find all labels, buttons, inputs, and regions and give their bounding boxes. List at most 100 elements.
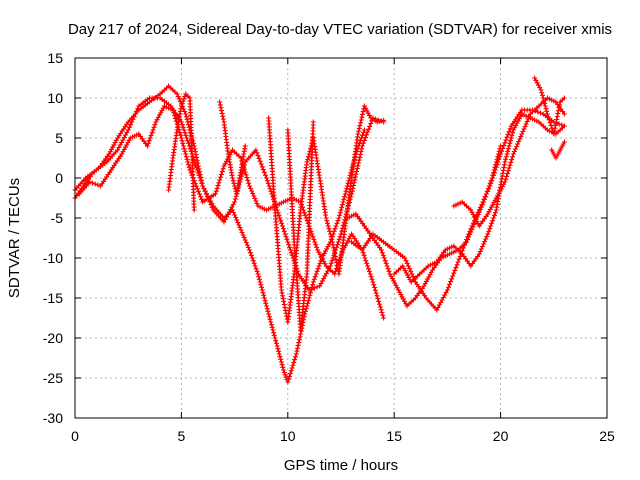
data-point-marker bbox=[495, 159, 501, 165]
data-point-marker bbox=[220, 166, 226, 172]
chart-title: Day 217 of 2024, Sidereal Day-to-day VTE… bbox=[68, 21, 612, 38]
data-point-marker bbox=[491, 172, 496, 178]
y-tick-label: 0 bbox=[55, 170, 63, 186]
data-point-marker bbox=[498, 151, 504, 157]
data-point-marker bbox=[538, 87, 544, 93]
data-point-marker bbox=[482, 194, 488, 200]
data-point-marker bbox=[203, 191, 209, 197]
data-point-marker bbox=[285, 379, 291, 385]
data-point-marker bbox=[331, 248, 337, 254]
data-point-marker bbox=[249, 188, 255, 194]
data-point-marker bbox=[336, 236, 342, 242]
data-point-marker bbox=[477, 249, 483, 254]
data-point-marker bbox=[192, 149, 198, 155]
data-series-6 bbox=[266, 103, 387, 325]
data-point-marker bbox=[448, 279, 454, 285]
data-point-marker bbox=[287, 244, 293, 250]
data-point-marker bbox=[502, 140, 508, 146]
data-point-marker bbox=[278, 287, 284, 293]
data-point-marker bbox=[503, 154, 509, 160]
data-point-marker bbox=[179, 101, 185, 107]
data-point-marker bbox=[485, 188, 491, 194]
data-point-marker bbox=[381, 117, 387, 123]
x-tick-label: 5 bbox=[178, 428, 186, 444]
data-point-marker bbox=[504, 134, 510, 140]
data-point-marker bbox=[506, 129, 512, 135]
data-point-marker bbox=[358, 149, 364, 155]
data-point-marker bbox=[379, 250, 385, 256]
y-tick-label: -30 bbox=[43, 410, 63, 426]
data-point-marker bbox=[510, 154, 515, 160]
data-point-marker bbox=[264, 306, 270, 312]
data-point-marker bbox=[131, 114, 137, 120]
data-point-marker bbox=[544, 108, 550, 114]
data-point-marker bbox=[90, 180, 96, 186]
data-point-marker bbox=[469, 223, 475, 229]
data-point-marker bbox=[517, 136, 523, 142]
data-point-marker bbox=[280, 223, 285, 229]
data-point-marker bbox=[364, 132, 369, 138]
data-point-marker bbox=[244, 175, 250, 181]
data-point-marker bbox=[216, 180, 222, 186]
data-point-marker bbox=[332, 251, 338, 257]
data-point-marker bbox=[242, 237, 248, 243]
data-point-marker bbox=[218, 171, 224, 177]
data-point-marker bbox=[490, 218, 496, 224]
data-point-marker bbox=[556, 105, 562, 111]
data-point-marker bbox=[247, 183, 252, 189]
data-point-marker bbox=[505, 148, 511, 154]
data-point-marker bbox=[508, 135, 514, 141]
data-point-marker bbox=[279, 290, 285, 296]
data-point-marker bbox=[278, 359, 284, 365]
data-point-marker bbox=[357, 154, 363, 160]
data-point-marker bbox=[376, 298, 382, 304]
data-point-marker bbox=[258, 161, 264, 167]
data-point-marker bbox=[281, 367, 286, 373]
data-point-marker bbox=[375, 296, 381, 302]
data-point-marker bbox=[181, 96, 187, 102]
y-tick-label: -20 bbox=[43, 330, 63, 346]
data-point-marker bbox=[236, 222, 242, 228]
data-point-marker bbox=[172, 113, 178, 119]
data-point-marker bbox=[502, 159, 508, 165]
data-point-marker bbox=[545, 114, 551, 120]
data-point-marker bbox=[404, 260, 410, 266]
data-point-marker bbox=[356, 157, 362, 163]
data-point-marker bbox=[310, 234, 316, 240]
data-point-marker bbox=[497, 154, 503, 160]
data-point-marker bbox=[197, 175, 203, 181]
data-point-marker bbox=[265, 180, 271, 186]
data-point-marker bbox=[290, 362, 296, 368]
data-point-marker bbox=[306, 287, 312, 293]
data-series-1 bbox=[72, 83, 367, 385]
data-point-marker bbox=[330, 239, 335, 245]
x-tick-label: 25 bbox=[599, 428, 615, 444]
data-point-marker bbox=[360, 111, 365, 117]
data-point-marker bbox=[483, 191, 489, 197]
data-point-marker bbox=[281, 228, 287, 234]
data-point-marker bbox=[200, 183, 206, 189]
data-point-marker bbox=[231, 210, 236, 215]
data-point-marker bbox=[463, 239, 468, 245]
data-point-marker bbox=[280, 364, 286, 370]
data-point-marker bbox=[409, 271, 415, 277]
data-point-marker bbox=[337, 234, 343, 240]
data-point-marker bbox=[484, 234, 490, 239]
data-point-marker bbox=[356, 125, 362, 131]
data-point-marker bbox=[507, 162, 513, 168]
data-point-marker bbox=[259, 284, 265, 290]
data-point-marker bbox=[363, 258, 369, 264]
data-point-marker bbox=[235, 220, 241, 225]
data-point-marker bbox=[327, 231, 333, 237]
data-point-marker bbox=[307, 292, 313, 298]
data-point-marker bbox=[340, 199, 346, 205]
data-point-marker bbox=[363, 135, 368, 141]
data-point-marker bbox=[366, 266, 371, 272]
data-point-marker bbox=[326, 226, 332, 232]
data-point-marker bbox=[453, 265, 459, 271]
data-point-marker bbox=[288, 250, 294, 256]
data-point-marker bbox=[336, 215, 342, 221]
data-point-marker bbox=[496, 156, 502, 162]
data-point-marker bbox=[271, 330, 277, 336]
